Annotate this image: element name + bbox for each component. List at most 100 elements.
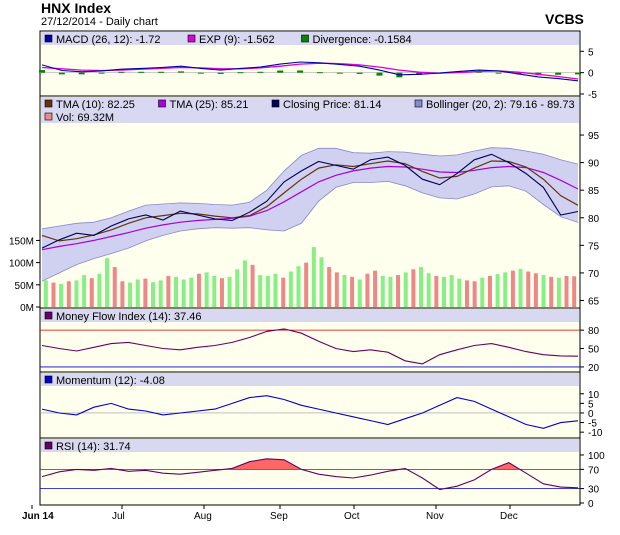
rsi-ytick-label: 70 — [588, 465, 600, 476]
mfi-legend-label: Money Flow Index (14): 37.46 — [56, 311, 202, 323]
rsi-ytick-label: 100 — [588, 451, 605, 462]
xaxis-tick-label: Jun 14 — [22, 511, 54, 522]
volume-bar — [419, 267, 424, 307]
volume-bar — [396, 275, 401, 307]
divergence-bar — [138, 71, 145, 73]
volume-bar — [357, 279, 362, 307]
macd-ytick-label: 5 — [588, 47, 594, 58]
volume-bar — [503, 272, 508, 307]
mfi-legend-bar — [41, 309, 579, 322]
price-ytick-label: 80 — [588, 214, 600, 225]
volume-bar — [311, 247, 316, 307]
macd-ytick-label: 0 — [588, 69, 594, 80]
volume-bar — [533, 273, 538, 307]
volume-bar — [388, 276, 393, 307]
volume-bar — [151, 282, 156, 307]
divergence-bar — [297, 70, 304, 73]
momentum-legend-bar — [41, 373, 579, 386]
divergence-bar — [316, 72, 323, 74]
divergence-bar — [495, 72, 502, 74]
volume-bar — [411, 269, 416, 307]
volume-bar — [365, 273, 370, 307]
price-legend-label: TMA (25): 85.21 — [170, 99, 249, 111]
volume-bar — [304, 262, 309, 307]
divergence-bar — [197, 72, 204, 74]
xaxis-tick-label: Sep — [270, 511, 288, 522]
mfi-legend-swatch — [44, 311, 53, 320]
xaxis-tick-label: Aug — [194, 511, 212, 522]
volume-bar — [112, 267, 117, 307]
price-ytick-label: 75 — [588, 241, 600, 252]
momentum-legend-swatch — [44, 375, 53, 384]
bollinger-upper-line — [41, 147, 579, 230]
volume-bar — [250, 264, 255, 307]
momentum-legend-label: Momentum (12): -4.08 — [56, 375, 165, 387]
chart-subtitle: 27/12/2014 - Daily chart — [41, 16, 158, 28]
rsi-ytick-label: 0 — [588, 499, 594, 510]
tma10-line — [41, 160, 579, 242]
volume-bar — [296, 266, 301, 307]
volume-bar — [219, 278, 224, 307]
momentum-ytick-label: -10 — [588, 428, 603, 439]
volume-bar — [487, 275, 492, 307]
divergence-bar — [39, 70, 45, 73]
volume-bar — [89, 278, 94, 307]
volume-bar — [166, 275, 171, 307]
volume-bar — [120, 281, 125, 307]
divergence-bar — [336, 72, 343, 74]
momentum-ytick-label: 5 — [588, 399, 594, 410]
divergence-bar — [58, 72, 65, 75]
volume-bar — [128, 282, 133, 307]
volume-bar — [380, 275, 385, 307]
price-legend-swatch — [271, 99, 280, 108]
volume-bar — [227, 276, 232, 307]
divergence-bar — [237, 72, 244, 74]
volume-bar — [196, 273, 201, 307]
volume-bar — [342, 275, 347, 307]
brand-label: VCBS — [545, 11, 584, 27]
macd-legend-label: Divergence: -0.1584 — [313, 34, 412, 46]
volume-bar — [212, 275, 217, 307]
price-ytick-label: 65 — [588, 296, 600, 307]
mfi-ytick-label: 20 — [588, 363, 600, 374]
volume-ytick-label: 100M — [9, 259, 34, 270]
volume-bar — [510, 270, 515, 307]
volume-bar — [442, 276, 446, 307]
macd-ytick-label: -5 — [588, 90, 597, 101]
volume-bar — [403, 272, 408, 307]
rsi-ytick-label: 30 — [588, 485, 600, 496]
volume-bar — [97, 273, 102, 307]
macd-legend-swatch — [301, 34, 309, 43]
divergence-bar — [217, 72, 224, 74]
volume-ytick-label: 150M — [9, 236, 34, 247]
xaxis-tick-label: Nov — [426, 511, 444, 522]
volume-bar — [350, 276, 355, 307]
volume-bar — [74, 280, 79, 307]
volume-bar — [572, 276, 577, 307]
volume-bar — [526, 271, 531, 307]
divergence-bar — [118, 71, 125, 73]
price-legend-swatch — [414, 99, 423, 108]
volume-bar — [449, 275, 454, 307]
volume-bar — [143, 278, 148, 307]
volume-bar — [434, 275, 439, 307]
exp-line — [41, 62, 579, 80]
price-legend-label: TMA (10): 82.25 — [56, 99, 135, 111]
price-legend-swatch — [158, 99, 166, 108]
macd-legend-label: MACD (26, 12): -1.72 — [56, 34, 161, 46]
volume-bar — [319, 257, 324, 307]
rsi-legend-label: RSI (14): 31.74 — [56, 441, 131, 453]
volume-bar — [43, 280, 48, 307]
volume-bar — [556, 277, 561, 307]
volume-ytick-label: 50M — [15, 281, 34, 292]
volume-bar — [273, 273, 278, 307]
momentum-ytick-label: 0 — [588, 409, 594, 420]
divergence-bar — [98, 72, 105, 74]
divergence-bar — [158, 71, 165, 73]
bollinger-lower-line — [41, 180, 579, 282]
tma25-line — [41, 165, 579, 251]
volume-bar — [105, 258, 110, 307]
volume-bar — [189, 277, 194, 307]
price-legend-label: Closing Price: 81.14 — [283, 99, 381, 111]
